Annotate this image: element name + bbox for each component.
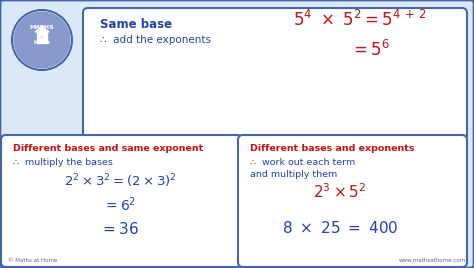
Text: Same base: Same base: [100, 18, 172, 31]
FancyBboxPatch shape: [1, 135, 242, 267]
Text: $= 5^6$: $= 5^6$: [350, 40, 390, 60]
Circle shape: [14, 12, 70, 68]
Text: Different bases and same exponent: Different bases and same exponent: [13, 144, 203, 153]
Text: $2^2 \times 3^2 = (2 \times 3)^2$: $2^2 \times 3^2 = (2 \times 3)^2$: [64, 172, 176, 189]
Text: $8\ \times\ 25\ =\ 400$: $8\ \times\ 25\ =\ 400$: [282, 220, 398, 236]
Text: $5^4\ \times\ 5^2 = 5^{4\,+\,2}$: $5^4\ \times\ 5^2 = 5^{4\,+\,2}$: [293, 10, 427, 30]
Text: home: home: [34, 40, 51, 45]
Text: MATHS: MATHS: [29, 25, 55, 30]
FancyBboxPatch shape: [83, 8, 467, 140]
Circle shape: [12, 10, 72, 70]
Text: and multiply them: and multiply them: [250, 170, 337, 179]
Polygon shape: [35, 26, 49, 32]
Text: ∴  multiply the bases: ∴ multiply the bases: [13, 158, 113, 167]
Text: $= 6^2$: $= 6^2$: [103, 195, 137, 214]
Text: ∴  add the exponents: ∴ add the exponents: [100, 35, 211, 45]
Text: $= 36$: $= 36$: [100, 221, 139, 237]
FancyBboxPatch shape: [238, 135, 467, 267]
Bar: [37, 32, 47, 43]
Text: www.mathsathome.com: www.mathsathome.com: [399, 258, 466, 263]
Text: Different bases and exponents: Different bases and exponents: [250, 144, 414, 153]
Text: $2^3 \times 5^2$: $2^3 \times 5^2$: [313, 182, 367, 201]
Text: at: at: [39, 35, 45, 40]
Text: © Maths at Home: © Maths at Home: [8, 258, 57, 263]
Text: ∴  work out each term: ∴ work out each term: [250, 158, 355, 167]
